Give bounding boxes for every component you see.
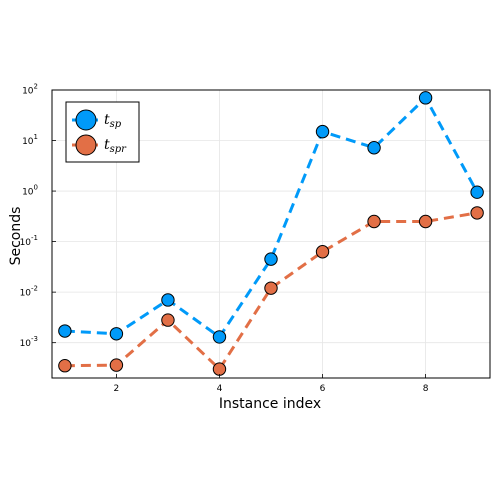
- y-tick-label: 102: [22, 83, 38, 97]
- x-tick-label: 8: [423, 384, 429, 394]
- x-tick-label: 4: [217, 384, 223, 394]
- data-point-spr: [161, 313, 175, 327]
- data-point-spr: [418, 214, 433, 229]
- data-point-spr: [212, 362, 227, 376]
- series-layer: [58, 91, 484, 376]
- y-tick-label: 100: [22, 184, 38, 198]
- data-point-sp: [109, 327, 124, 341]
- data-point-spr: [367, 214, 381, 229]
- data-point-sp: [58, 324, 72, 338]
- data-point-sp: [315, 124, 330, 139]
- legend-marker-sp: [75, 109, 97, 131]
- data-point-spr: [109, 358, 124, 372]
- series-line-sp: [64, 95, 479, 340]
- x-tick-label: 2: [114, 384, 120, 394]
- data-point-spr: [470, 206, 484, 220]
- y-tick-label: 10-3: [20, 335, 38, 349]
- data-point-spr: [58, 359, 72, 373]
- data-point-spr: [315, 245, 330, 259]
- legend-marker-spr: [75, 134, 97, 156]
- y-tick-label: 10-2: [20, 285, 38, 299]
- y-axis-label: Seconds: [8, 207, 24, 266]
- data-point-sp: [264, 252, 278, 266]
- data-point-sp: [212, 330, 227, 344]
- data-point-sp: [161, 293, 175, 307]
- legend-box: [65, 101, 140, 163]
- y-tick-label: 101: [22, 133, 38, 147]
- data-point-spr: [264, 281, 278, 295]
- data-point-sp: [470, 185, 484, 199]
- x-axis-label: Instance index: [219, 396, 321, 412]
- plot-frame: [51, 89, 491, 379]
- x-tick-label: 6: [320, 384, 326, 394]
- data-point-sp: [367, 141, 381, 155]
- data-point-sp: [418, 91, 433, 105]
